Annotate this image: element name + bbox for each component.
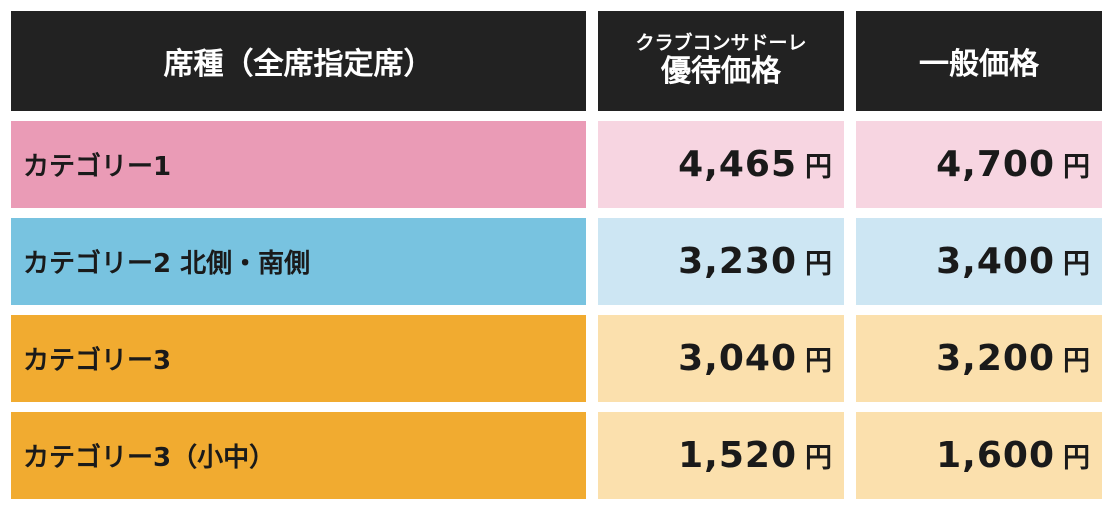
member-price-amount: 3,230 bbox=[678, 241, 797, 282]
member-price-amount: 4,465 bbox=[678, 144, 797, 185]
header-seat-type: 席種（全席指定席） bbox=[11, 11, 586, 111]
general-price-amount: 3,400 bbox=[936, 241, 1055, 282]
header-general-price: 一般価格 bbox=[856, 11, 1102, 111]
yen-unit: 円 bbox=[805, 443, 832, 474]
row-4-general-price: 1,600 円 bbox=[856, 412, 1102, 499]
row-1-category: カテゴリー1 bbox=[11, 121, 586, 208]
yen-unit: 円 bbox=[1063, 346, 1090, 377]
yen-unit: 円 bbox=[805, 249, 832, 280]
member-price-amount: 3,040 bbox=[678, 338, 797, 379]
yen-unit: 円 bbox=[1063, 443, 1090, 474]
row-2-category: カテゴリー2 北側・南側 bbox=[11, 218, 586, 305]
header-member-price: クラブコンサドーレ 優待価格 bbox=[598, 11, 844, 111]
header-general-price-label: 一般価格 bbox=[919, 47, 1039, 82]
yen-unit: 円 bbox=[805, 346, 832, 377]
row-4-member-price: 1,520 円 bbox=[598, 412, 844, 499]
yen-unit: 円 bbox=[805, 152, 832, 183]
header-member-price-label: 優待価格 bbox=[661, 53, 781, 89]
price-table: 席種（全席指定席） クラブコンサドーレ 優待価格 一般価格 カテゴリー1 4,4… bbox=[11, 11, 1102, 499]
row-2-member-price: 3,230 円 bbox=[598, 218, 844, 305]
row-1-member-price: 4,465 円 bbox=[598, 121, 844, 208]
general-price-amount: 4,700 bbox=[936, 144, 1055, 185]
category-label: カテゴリー3（小中） bbox=[23, 443, 276, 473]
category-label: カテゴリー2 北側・南側 bbox=[23, 249, 311, 279]
member-price-amount: 1,520 bbox=[678, 435, 797, 476]
category-label: カテゴリー3 bbox=[23, 346, 172, 376]
row-4-category: カテゴリー3（小中） bbox=[11, 412, 586, 499]
row-2-general-price: 3,400 円 bbox=[856, 218, 1102, 305]
header-seat-type-label: 席種（全席指定席） bbox=[163, 47, 434, 82]
general-price-amount: 3,200 bbox=[936, 338, 1055, 379]
row-3-member-price: 3,040 円 bbox=[598, 315, 844, 402]
yen-unit: 円 bbox=[1063, 249, 1090, 280]
general-price-amount: 1,600 bbox=[936, 435, 1055, 476]
row-3-category: カテゴリー3 bbox=[11, 315, 586, 402]
category-label: カテゴリー1 bbox=[23, 152, 172, 182]
row-1-general-price: 4,700 円 bbox=[856, 121, 1102, 208]
row-3-general-price: 3,200 円 bbox=[856, 315, 1102, 402]
header-member-price-sub: クラブコンサドーレ bbox=[635, 31, 807, 54]
yen-unit: 円 bbox=[1063, 152, 1090, 183]
